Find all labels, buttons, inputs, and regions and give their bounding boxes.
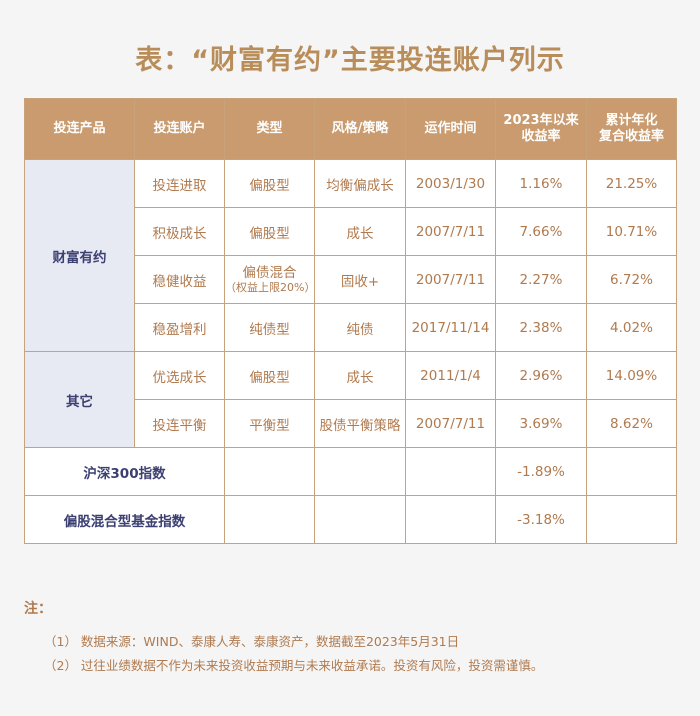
type-cell: 偏债混合 （权益上限20%） <box>224 255 315 304</box>
time-cell: 2007/7/11 <box>405 207 496 256</box>
header-product: 投连产品 <box>24 98 135 160</box>
empty-cell <box>224 447 315 496</box>
page-title: 表：“财富有约”主要投连账户列示 <box>135 45 565 76</box>
account-cell: 稳健收益 <box>134 255 225 304</box>
header-ytd: 2023年以来 收益率 <box>495 98 587 160</box>
index-row: 偏股混合型基金指数 -3.18% <box>24 495 677 544</box>
style-cell: 成长 <box>314 351 406 400</box>
type-cell: 偏股型 <box>224 207 315 256</box>
header-cagr: 累计年化 复合收益率 <box>586 98 677 160</box>
index-name-cell: 偏股混合型基金指数 <box>24 495 225 544</box>
ytd-cell: 3.69% <box>495 399 587 448</box>
note-line-2: （2） 过往业绩数据不作为未来投资收益预期与未来收益承诺。投资有风险，投资需谨慎… <box>44 658 544 673</box>
product-name-cell: 其它 <box>24 351 135 448</box>
time-cell: 2007/7/11 <box>405 255 496 304</box>
account-cell: 投连进取 <box>134 159 225 208</box>
time-cell: 2017/11/14 <box>405 303 496 352</box>
table-row: 投连平衡 平衡型 股债平衡策略 2007/7/11 3.69% 8.62% <box>25 399 677 448</box>
type-cell: 平衡型 <box>224 399 315 448</box>
ytd-cell: 2.38% <box>495 303 587 352</box>
type-cell: 纯债型 <box>224 303 315 352</box>
table-row: 其它 优选成长 偏股型 成长 2011/1/4 2.96% 14.09% <box>24 351 677 448</box>
time-cell: 2003/1/30 <box>405 159 496 208</box>
ytd-cell: 7.66% <box>495 207 587 256</box>
header-account: 投连账户 <box>134 98 225 160</box>
cagr-cell: 21.25% <box>586 159 677 208</box>
account-cell: 优选成长 <box>134 351 225 400</box>
ytd-cell: 2.27% <box>495 255 587 304</box>
header-time: 运作时间 <box>405 98 496 160</box>
empty-cell <box>405 447 496 496</box>
cagr-cell: 8.62% <box>586 399 677 448</box>
account-cell: 积极成长 <box>134 207 225 256</box>
empty-cell <box>314 495 406 544</box>
accounts-table: 投连产品 投连账户 类型 风格/策略 运作时间 2023年以来 收益率 累计年化复… <box>24 98 677 544</box>
notes: 注： （1） 数据来源：WIND、泰康人寿、泰康资产，数据截至2023年5月31… <box>24 598 676 678</box>
account-cell: 投连平衡 <box>134 399 225 448</box>
empty-cell <box>586 447 677 496</box>
style-cell: 固收+ <box>314 255 406 304</box>
empty-cell <box>586 495 677 544</box>
style-cell: 纯债 <box>314 303 406 352</box>
type-cell: 偏股型 <box>224 159 315 208</box>
header-style: 风格/策略 <box>314 98 406 160</box>
cagr-cell: 10.71% <box>586 207 677 256</box>
type-cell: 偏股型 <box>224 351 315 400</box>
empty-cell <box>224 495 315 544</box>
style-cell: 股债平衡策略 <box>314 399 406 448</box>
table-header-row: 投连产品 投连账户 类型 风格/策略 运作时间 2023年以来 收益率 累计年化复… <box>24 98 677 160</box>
table-row: 财富有约 投连进取 偏股型 均衡偏成长 2003/1/30 1.16% 21.25% <box>24 159 677 352</box>
cagr-cell: 14.09% <box>586 351 677 400</box>
index-row: 沪深300指数 -1.89% <box>24 447 677 496</box>
ytd-cell: 2.96% <box>495 351 587 400</box>
account-cell: 稳盈增利 <box>134 303 225 352</box>
cagr-cell: 6.72% <box>586 255 677 304</box>
style-cell: 成长 <box>314 207 406 256</box>
index-ytd-cell: -3.18% <box>495 495 587 544</box>
style-cell: 均衡偏成长 <box>314 159 406 208</box>
notes-title: 注： <box>24 601 52 617</box>
header-type: 类型 <box>224 98 315 160</box>
index-ytd-cell: -1.89% <box>495 447 587 496</box>
product-name-cell: 财富有约 <box>24 159 135 352</box>
table-row: 稳健收益 偏债混合 （权益上限20%） 固收+ 2007/7/11 2.27% 6.72% <box>25 255 677 304</box>
cagr-cell: 4.02% <box>586 303 677 352</box>
index-name-cell: 沪深300指数 <box>24 447 225 496</box>
note-line-1: （1） 数据来源：WIND、泰康人寿、泰康资产，数据截至2023年5月31日 <box>44 634 460 649</box>
empty-cell <box>314 447 406 496</box>
empty-cell <box>405 495 496 544</box>
table-row: 积极成长 偏股型 成长 2007/7/11 7.66% 10.71% <box>25 207 677 256</box>
time-cell: 2011/1/4 <box>405 351 496 400</box>
ytd-cell: 1.16% <box>495 159 587 208</box>
time-cell: 2007/7/11 <box>405 399 496 448</box>
